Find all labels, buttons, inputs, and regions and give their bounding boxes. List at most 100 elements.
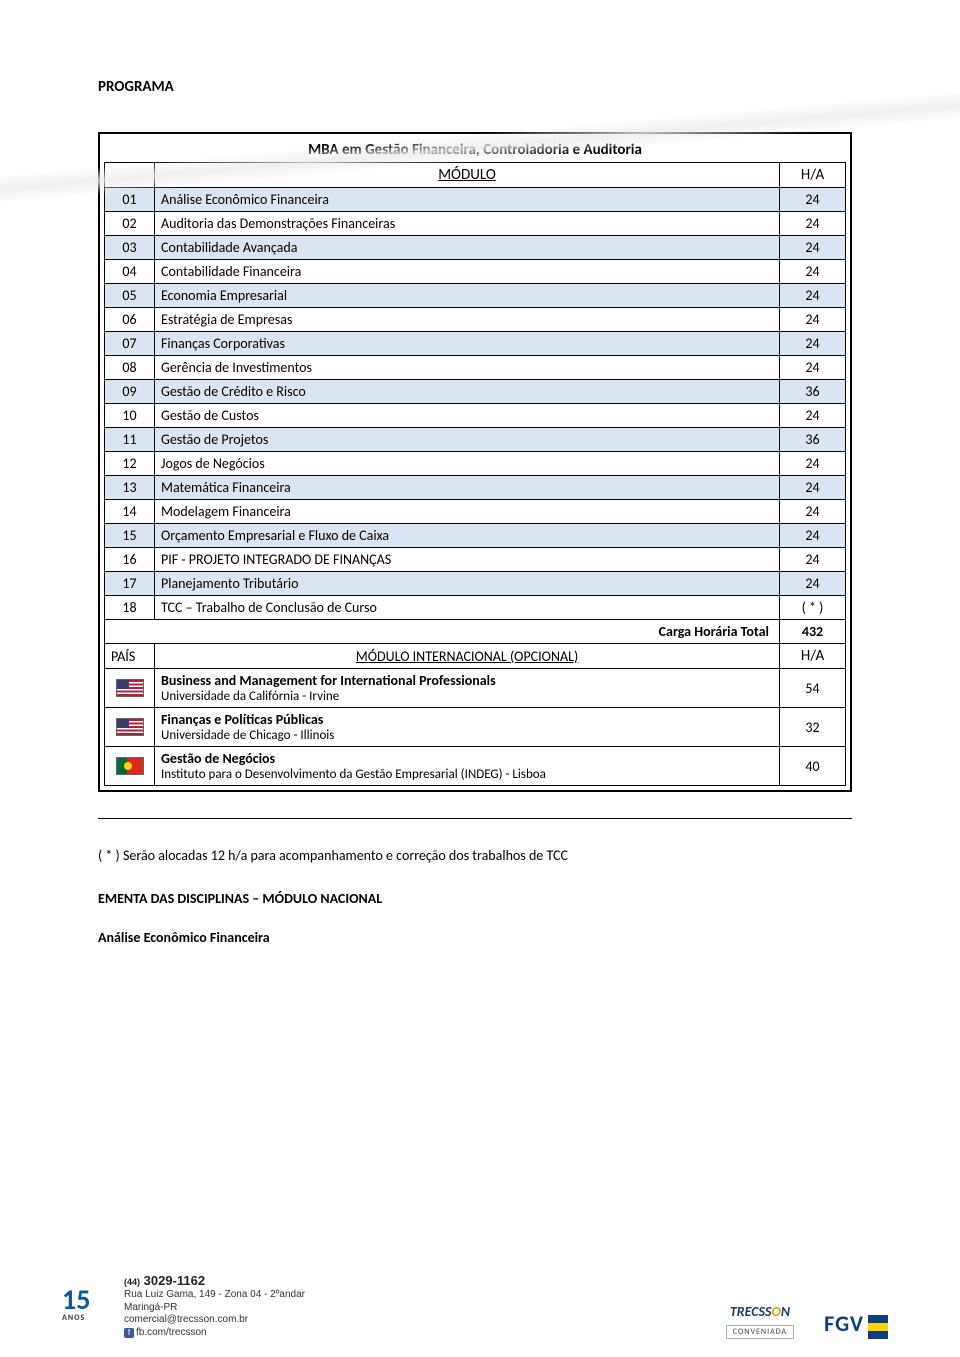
section-title: PROGRAMA	[98, 78, 852, 96]
email-line: comercial@trecsson.com.br	[124, 1314, 305, 1327]
int-title: Finanças e Políticas Públicas	[161, 711, 773, 728]
international-row: Gestão de NegóciosInstituto para o Desen…	[105, 747, 846, 786]
flag-cell	[105, 708, 155, 747]
course-table-frame: MBA em Gestão Financeira, Controladoria …	[98, 132, 852, 792]
fgv-stripe-icon	[868, 1315, 888, 1339]
total-label: Carga Horária Total	[105, 620, 780, 644]
anniversary-badge: 15 ANOS	[62, 1282, 116, 1330]
row-name: Matemática Financeira	[155, 476, 780, 500]
row-number: 16	[105, 548, 155, 572]
row-number: 03	[105, 236, 155, 260]
row-name: Modelagem Financeira	[155, 500, 780, 524]
row-name: PIF - PROJETO INTEGRADO DE FINANÇAS	[155, 548, 780, 572]
row-number: 18	[105, 596, 155, 620]
table-row: 05Economia Empresarial24	[105, 284, 846, 308]
row-ha: 24	[780, 332, 846, 356]
table-row: 16PIF - PROJETO INTEGRADO DE FINANÇAS24	[105, 548, 846, 572]
row-name: Gestão de Custos	[155, 404, 780, 428]
row-ha: 24	[780, 260, 846, 284]
ementa-heading: EMENTA DAS DISCIPLINAS – MÓDULO NACIONAL	[98, 890, 852, 907]
row-name: Auditoria das Demonstrações Financeiras	[155, 212, 780, 236]
row-number: 12	[105, 452, 155, 476]
facebook-icon: f	[124, 1328, 134, 1338]
int-ha: 54	[780, 669, 846, 708]
row-number: 04	[105, 260, 155, 284]
trecsson-text-1: TRECSS	[730, 1303, 772, 1320]
row-number: 08	[105, 356, 155, 380]
table-row: 08Gerência de Investimentos24	[105, 356, 846, 380]
header-ha: H/A	[780, 163, 846, 188]
row-name: Contabilidade Financeira	[155, 260, 780, 284]
row-name: Orçamento Empresarial e Fluxo de Caixa	[155, 524, 780, 548]
row-ha: 24	[780, 356, 846, 380]
fgv-logo: FGV	[824, 1310, 888, 1339]
row-ha: 36	[780, 428, 846, 452]
address-line: Rua Luiz Gama, 149 - Zona 04 - 2ºandar	[124, 1289, 305, 1302]
row-ha: ( * )	[780, 596, 846, 620]
row-ha: 24	[780, 236, 846, 260]
years-number: 15	[62, 1282, 90, 1317]
flag-icon	[116, 718, 144, 736]
row-number: 07	[105, 332, 155, 356]
row-ha: 24	[780, 308, 846, 332]
row-number: 17	[105, 572, 155, 596]
row-ha: 24	[780, 188, 846, 212]
footnote: ( * ) Serão alocadas 12 h/a para acompan…	[98, 847, 852, 864]
table-row: 11Gestão de Projetos36	[105, 428, 846, 452]
discipline-heading: Análise Econômico Financeira	[98, 929, 852, 946]
phone-prefix: (44)	[124, 1277, 140, 1287]
table-row: 10Gestão de Custos24	[105, 404, 846, 428]
row-name: Análise Econômico Financeira	[155, 188, 780, 212]
table-row: 17Planejamento Tributário24	[105, 572, 846, 596]
int-subtitle: Instituto para o Desenvolvimento da Gest…	[161, 767, 773, 782]
header-int-ha: H/A	[780, 644, 846, 669]
row-name: Economia Empresarial	[155, 284, 780, 308]
table-row: 03Contabilidade Avançada24	[105, 236, 846, 260]
int-ha: 32	[780, 708, 846, 747]
int-title: Gestão de Negócios	[161, 750, 773, 767]
row-ha: 24	[780, 548, 846, 572]
row-ha: 36	[780, 380, 846, 404]
header-int-modulo: MÓDULO INTERNACIONAL (OPCIONAL)	[155, 644, 780, 669]
row-number: 14	[105, 500, 155, 524]
row-number: 10	[105, 404, 155, 428]
page-footer: 15 ANOS (44) 3029-1162 Rua Luiz Gama, 14…	[0, 1273, 960, 1339]
int-name-cell: Business and Management for Internationa…	[155, 669, 780, 708]
international-row: Finanças e Políticas PúblicasUniversidad…	[105, 708, 846, 747]
row-ha: 24	[780, 476, 846, 500]
table-row: 04Contabilidade Financeira24	[105, 260, 846, 284]
row-ha: 24	[780, 284, 846, 308]
row-number: 15	[105, 524, 155, 548]
header-pais: PAÍS	[105, 644, 155, 669]
city-line: Maringá-PR	[124, 1302, 305, 1315]
row-number: 09	[105, 380, 155, 404]
table-row: 01Análise Econômico Financeira24	[105, 188, 846, 212]
header-modulo: MÓDULO	[155, 163, 780, 188]
row-name: Gestão de Crédito e Risco	[155, 380, 780, 404]
row-name: Estratégia de Empresas	[155, 308, 780, 332]
row-name: Finanças Corporativas	[155, 332, 780, 356]
row-number: 13	[105, 476, 155, 500]
row-name: Planejamento Tributário	[155, 572, 780, 596]
divider	[98, 818, 852, 819]
row-number: 06	[105, 308, 155, 332]
course-title: MBA em Gestão Financeira, Controladoria …	[105, 138, 846, 163]
table-row: 02Auditoria das Demonstrações Financeira…	[105, 212, 846, 236]
trecsson-text-2: N	[781, 1303, 790, 1320]
international-row: Business and Management for Internationa…	[105, 669, 846, 708]
int-subtitle: Universidade da Califórnia - Irvine	[161, 689, 773, 704]
int-ha: 40	[780, 747, 846, 786]
row-name: Gestão de Projetos	[155, 428, 780, 452]
row-name: Contabilidade Avançada	[155, 236, 780, 260]
row-number: 01	[105, 188, 155, 212]
row-name: Gerência de Investimentos	[155, 356, 780, 380]
table-row: 09Gestão de Crédito e Risco36	[105, 380, 846, 404]
course-table: MBA em Gestão Financeira, Controladoria …	[104, 138, 846, 786]
table-row: 13Matemática Financeira24	[105, 476, 846, 500]
facebook-link: fb.com/trecsson	[136, 1327, 207, 1338]
row-ha: 24	[780, 452, 846, 476]
int-name-cell: Gestão de NegóciosInstituto para o Desen…	[155, 747, 780, 786]
row-ha: 24	[780, 500, 846, 524]
flag-cell	[105, 747, 155, 786]
table-row: 18TCC – Trabalho de Conclusão de Curso( …	[105, 596, 846, 620]
